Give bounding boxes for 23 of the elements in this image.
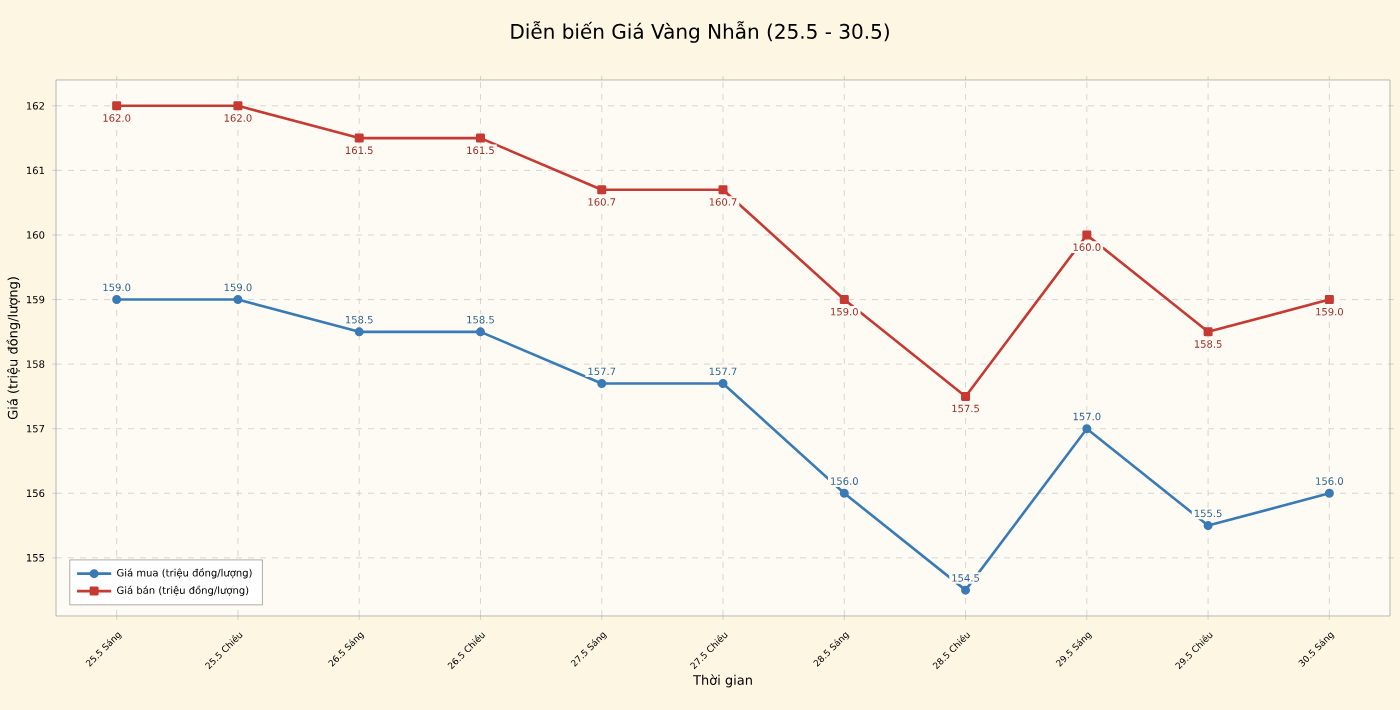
point	[1082, 230, 1092, 240]
chart-title: Diễn biến Giá Vàng Nhẫn (25.5 - 30.5)	[511, 21, 889, 43]
point	[1203, 327, 1213, 337]
point	[1324, 488, 1334, 498]
point	[354, 133, 364, 143]
point	[354, 327, 364, 337]
point	[961, 391, 971, 401]
point	[718, 379, 728, 388]
point	[961, 585, 971, 595]
point	[597, 185, 607, 195]
point	[597, 379, 607, 388]
point	[718, 185, 728, 195]
point	[1324, 295, 1334, 305]
point	[839, 295, 849, 305]
point	[475, 327, 485, 337]
point	[475, 133, 485, 143]
point	[1082, 424, 1092, 434]
point	[233, 295, 243, 305]
point	[233, 101, 243, 111]
point	[112, 295, 122, 305]
point	[112, 101, 122, 111]
point	[1203, 521, 1213, 531]
point	[839, 488, 849, 498]
